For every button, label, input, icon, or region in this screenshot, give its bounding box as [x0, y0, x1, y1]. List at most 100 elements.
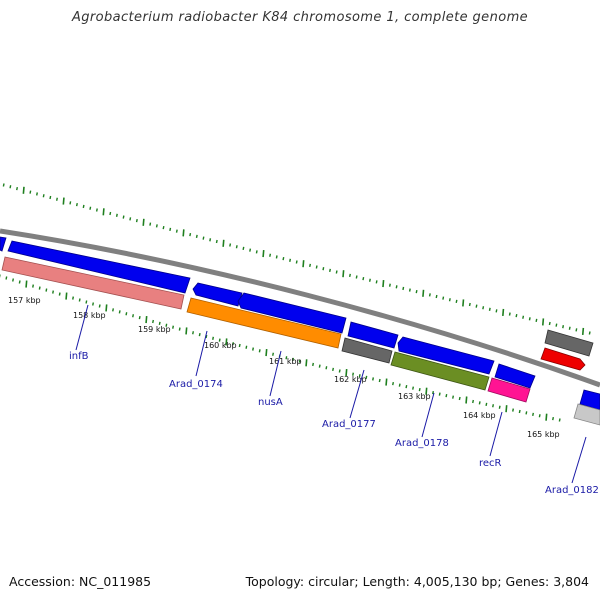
- major-tick: [62, 197, 65, 205]
- minor-tick: [195, 234, 198, 238]
- feature-label-recR[interactable]: recR: [479, 458, 502, 469]
- minor-tick: [232, 342, 235, 346]
- forward-cds-arrow[interactable]: [494, 363, 536, 389]
- minor-tick: [112, 308, 115, 312]
- grey-cds-arrow[interactable]: [544, 329, 594, 357]
- minor-tick: [355, 275, 358, 279]
- forward-cds-arrow[interactable]: [192, 282, 243, 307]
- minor-tick: [78, 298, 81, 302]
- leader-line: [195, 330, 208, 377]
- forward-cds-lane: [0, 236, 600, 411]
- minor-tick: [242, 246, 245, 251]
- minor-tick: [252, 347, 255, 351]
- minor-tick: [2, 183, 5, 187]
- minor-tick: [495, 309, 498, 313]
- minor-tick: [285, 356, 288, 360]
- minor-tick: [442, 296, 445, 300]
- feature-label-arad-0182[interactable]: Arad_0182: [545, 485, 599, 496]
- minor-tick: [498, 405, 501, 409]
- recR-feature[interactable]: [487, 377, 531, 403]
- minor-tick: [575, 328, 578, 332]
- minor-tick: [312, 362, 315, 367]
- minor-tick: [95, 208, 98, 212]
- major-tick: [182, 229, 185, 237]
- label-leader-lines: [75, 304, 587, 484]
- Arad_0178-feature[interactable]: [390, 351, 490, 391]
- minor-tick: [338, 369, 341, 373]
- minor-tick: [418, 388, 421, 392]
- minor-tick: [249, 248, 252, 252]
- minor-tick: [468, 302, 471, 307]
- forward-cds-arrow[interactable]: [579, 389, 600, 411]
- minor-tick: [175, 229, 178, 233]
- minor-tick: [122, 215, 125, 219]
- minor-tick: [329, 268, 331, 272]
- map-title: Agrobacterium radiobacter K84 chromosome…: [71, 10, 529, 25]
- minor-tick: [29, 190, 32, 194]
- feature-label-nusA[interactable]: nusA: [258, 397, 283, 408]
- kbp-label: 165 kbp: [527, 430, 560, 439]
- minor-tick: [115, 213, 118, 217]
- Arad_0182-feature[interactable]: [573, 403, 600, 426]
- forward-cds-arrow[interactable]: [0, 236, 7, 252]
- minor-tick: [378, 378, 381, 383]
- leader-line: [269, 350, 282, 397]
- minor-tick: [75, 203, 78, 207]
- forward-cds-arrow[interactable]: [7, 240, 191, 294]
- forward-cds-arrow[interactable]: [347, 321, 399, 349]
- minor-tick: [32, 284, 35, 288]
- minor-tick: [535, 318, 538, 323]
- feature-label-arad-0178[interactable]: Arad_0178: [395, 438, 449, 449]
- minor-tick: [45, 288, 48, 292]
- minor-tick: [555, 323, 558, 327]
- minor-tick: [362, 276, 365, 281]
- minor-tick: [52, 290, 55, 294]
- minor-tick: [218, 338, 221, 342]
- minor-tick: [558, 418, 561, 422]
- feature-label-infB[interactable]: infB: [69, 351, 89, 362]
- kbp-label: 158 kbp: [73, 311, 106, 320]
- forward-cds-arrow[interactable]: [397, 336, 495, 375]
- minor-tick: [162, 225, 165, 230]
- minor-tick: [138, 316, 141, 320]
- outer-tick-ring: [2, 183, 591, 335]
- reverse-feature-lane: [1, 256, 600, 426]
- red-cds-arrow[interactable]: [540, 347, 586, 371]
- minor-tick: [332, 367, 335, 371]
- feature-label-arad-0177[interactable]: Arad_0177: [322, 419, 376, 430]
- Arad_0174-feature[interactable]: [186, 297, 342, 349]
- minor-tick: [352, 372, 355, 376]
- minor-tick: [398, 383, 401, 387]
- minor-tick: [472, 399, 475, 404]
- major-tick: [425, 387, 428, 395]
- minor-tick: [272, 352, 275, 356]
- major-tick: [305, 359, 308, 367]
- minor-tick: [488, 307, 491, 311]
- minor-tick: [348, 273, 351, 277]
- major-tick: [25, 280, 28, 288]
- Arad_0177-feature[interactable]: [341, 337, 393, 364]
- minor-tick: [165, 323, 168, 327]
- minor-tick: [189, 232, 192, 237]
- minor-tick: [36, 192, 38, 196]
- feature-label-arad-0174[interactable]: Arad_0174: [169, 379, 223, 390]
- minor-tick: [482, 306, 485, 310]
- minor-tick: [38, 286, 41, 290]
- minor-tick: [322, 267, 325, 271]
- major-tick: [502, 308, 505, 317]
- inner-tick-ring: [0, 274, 561, 422]
- minor-tick: [135, 218, 138, 223]
- minor-tick: [16, 186, 19, 191]
- minor-tick: [358, 374, 361, 378]
- major-tick: [302, 260, 305, 268]
- forward-cds-arrow[interactable]: [237, 292, 347, 334]
- infB-feature[interactable]: [1, 256, 185, 310]
- major-tick: [145, 316, 148, 324]
- minor-tick: [298, 359, 301, 363]
- minor-tick: [269, 253, 272, 257]
- minor-tick: [508, 312, 511, 316]
- minor-tick: [209, 238, 212, 242]
- major-tick: [385, 378, 388, 386]
